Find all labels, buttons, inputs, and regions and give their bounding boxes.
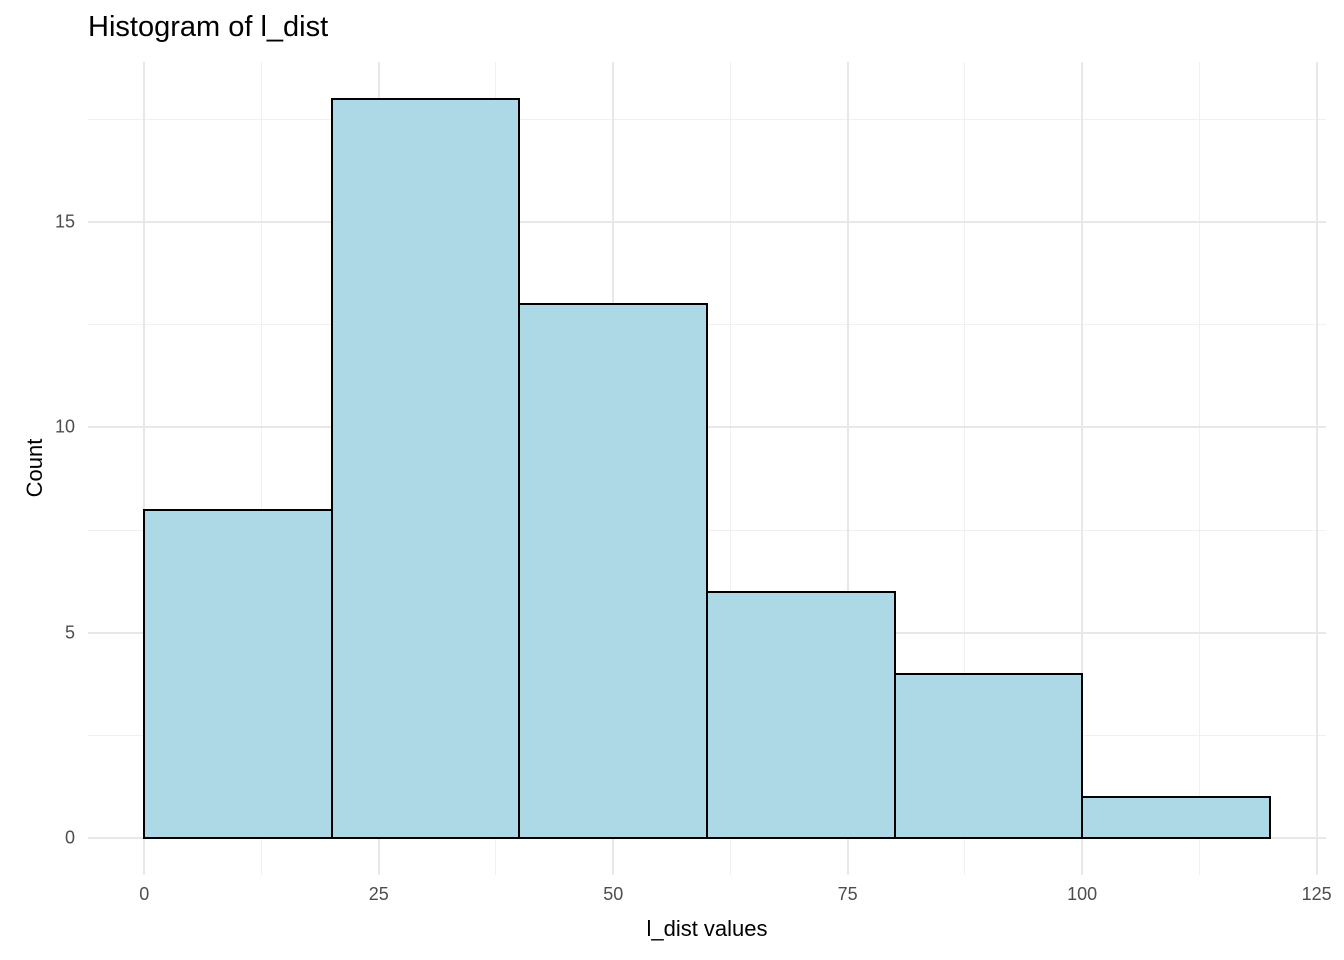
histogram-bar bbox=[330, 97, 521, 840]
x-tick-label: 25 bbox=[368, 884, 389, 904]
histogram-bar bbox=[893, 672, 1084, 840]
gridline-horizontal-major bbox=[88, 221, 1326, 224]
gridline-vertical-major bbox=[846, 62, 849, 875]
x-tick-label: 0 bbox=[139, 884, 150, 904]
chart-title: Histogram of l_dist bbox=[88, 11, 329, 43]
y-tick-label: 10 bbox=[54, 416, 75, 437]
x-tick-label: 50 bbox=[603, 884, 624, 904]
histogram-bar bbox=[1081, 795, 1271, 840]
histogram-bar bbox=[518, 303, 708, 840]
histogram-bar bbox=[143, 508, 333, 840]
gridline-horizontal-minor bbox=[88, 118, 1326, 120]
gridline-vertical-major bbox=[143, 62, 146, 875]
x-tick-label: 100 bbox=[1067, 884, 1098, 904]
histogram-bar bbox=[706, 590, 896, 840]
gridline-vertical-major bbox=[1081, 62, 1084, 875]
gridline-vertical-minor bbox=[1198, 62, 1200, 875]
gridline-vertical-minor bbox=[729, 62, 731, 875]
gridline-vertical-major bbox=[1315, 62, 1318, 875]
y-tick-label: 15 bbox=[54, 211, 75, 232]
x-tick-label: 75 bbox=[837, 884, 858, 904]
gridline-vertical-minor bbox=[964, 62, 966, 875]
gridline-vertical-minor bbox=[261, 62, 262, 875]
y-tick-label: 5 bbox=[64, 622, 75, 643]
x-tick-label: 125 bbox=[1301, 884, 1332, 904]
plot-panel bbox=[88, 62, 1326, 875]
y-tick-label: 0 bbox=[64, 827, 75, 848]
x-axis-title: l_dist values bbox=[646, 916, 768, 941]
y-axis-title: Count bbox=[22, 438, 47, 498]
